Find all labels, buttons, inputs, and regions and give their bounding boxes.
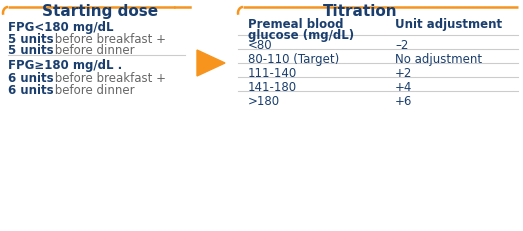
Text: <80: <80 (248, 39, 272, 52)
Text: 111-140: 111-140 (248, 67, 297, 80)
Text: Unit adjustment: Unit adjustment (395, 18, 502, 31)
Text: 80-110 (Target): 80-110 (Target) (248, 53, 339, 66)
Text: Starting dose: Starting dose (42, 4, 158, 19)
Text: No adjustment: No adjustment (395, 53, 482, 66)
Text: before breakfast +: before breakfast + (51, 33, 166, 46)
Text: before dinner: before dinner (51, 44, 134, 57)
Text: 5 units: 5 units (8, 33, 54, 46)
Text: +6: +6 (395, 95, 412, 108)
Text: FPG≥180 mg/dL .: FPG≥180 mg/dL . (8, 59, 122, 72)
Text: FPG<180 mg/dL: FPG<180 mg/dL (8, 21, 113, 34)
Text: before dinner: before dinner (51, 84, 134, 97)
Text: Premeal blood: Premeal blood (248, 18, 344, 31)
Text: 6 units: 6 units (8, 84, 54, 97)
Text: 141-180: 141-180 (248, 81, 297, 94)
Text: +2: +2 (395, 67, 412, 80)
Text: –2: –2 (395, 39, 408, 52)
Text: +4: +4 (395, 81, 412, 94)
Text: 6 units: 6 units (8, 72, 54, 85)
Text: glucose (mg/dL): glucose (mg/dL) (248, 29, 354, 42)
FancyArrow shape (197, 50, 225, 76)
Text: before breakfast +: before breakfast + (51, 72, 166, 85)
Text: Titration: Titration (323, 4, 397, 19)
Text: >180: >180 (248, 95, 280, 108)
Text: 5 units: 5 units (8, 44, 54, 57)
